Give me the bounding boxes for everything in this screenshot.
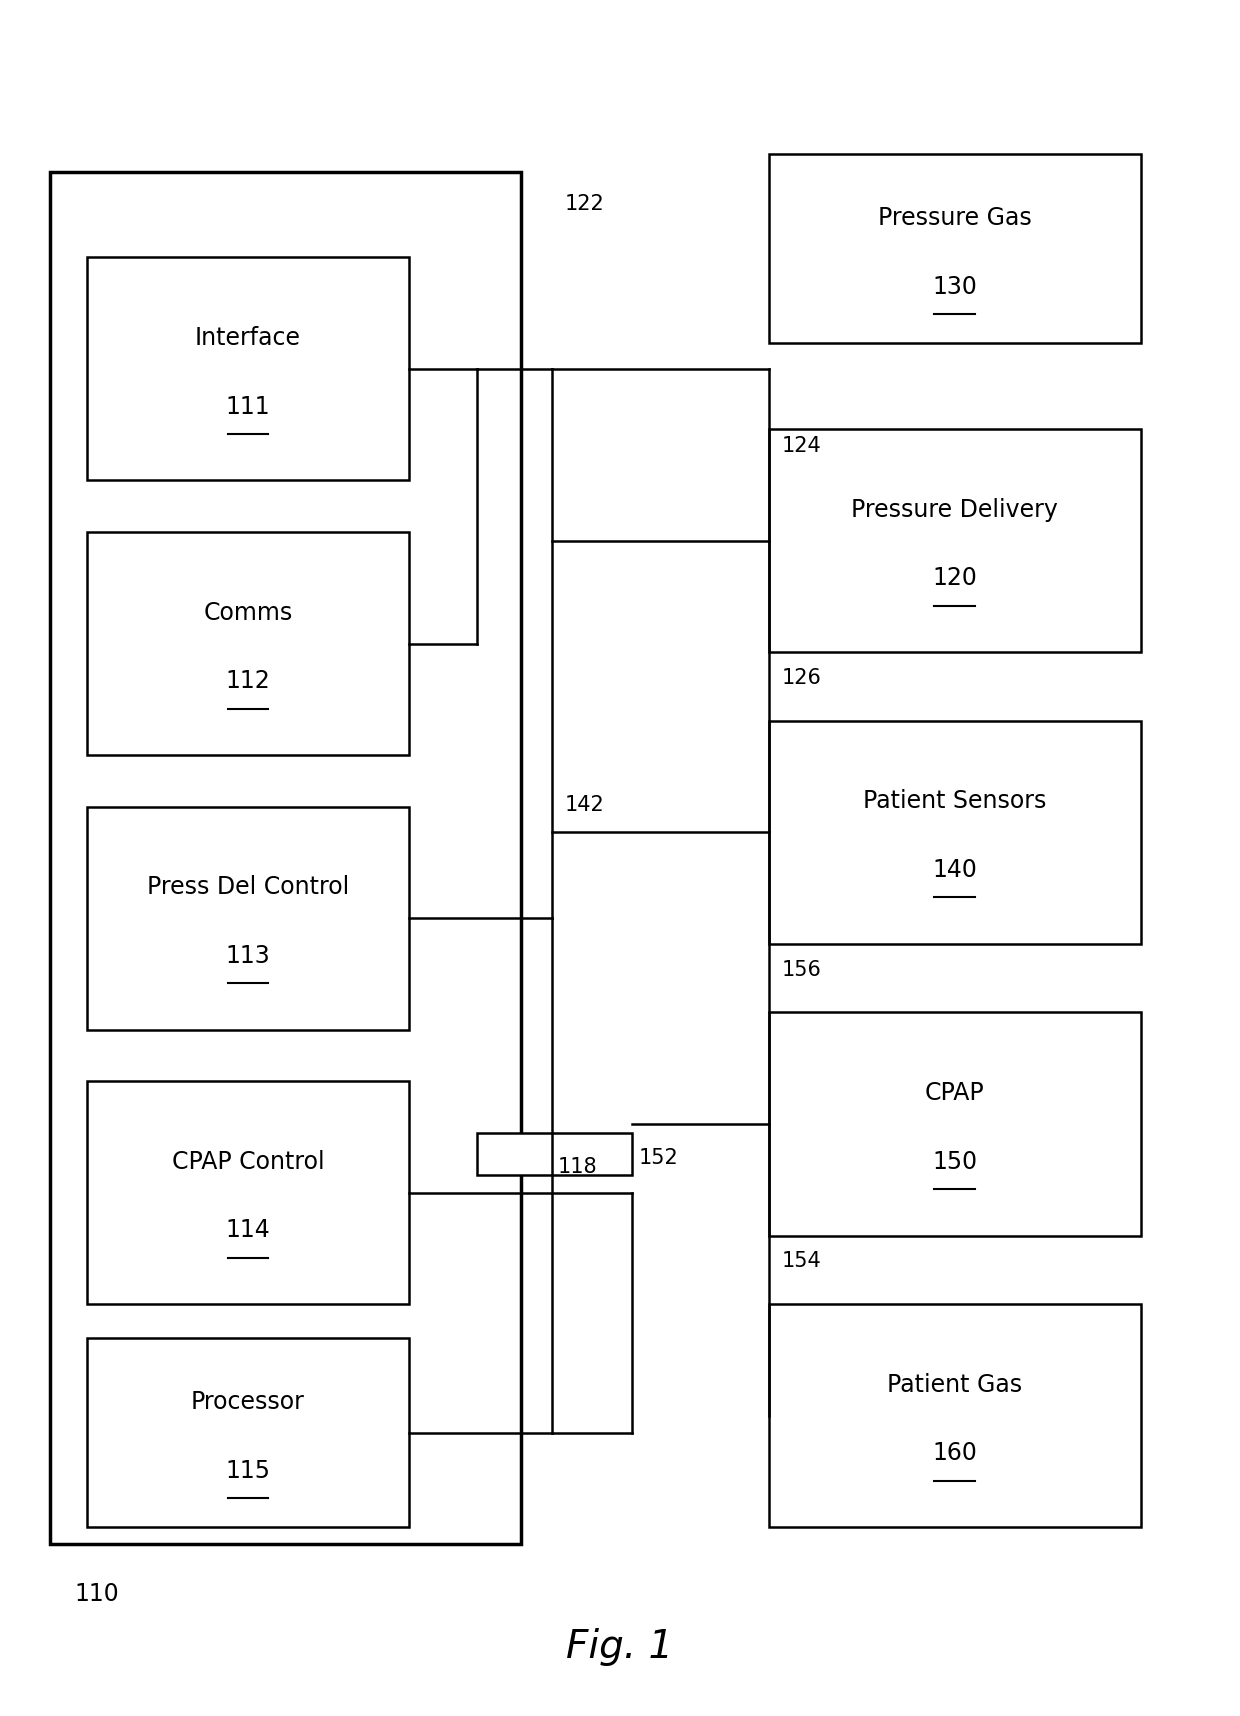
Text: 122: 122: [564, 194, 604, 214]
FancyBboxPatch shape: [769, 154, 1141, 343]
FancyBboxPatch shape: [87, 1081, 409, 1304]
Text: 110: 110: [74, 1582, 119, 1606]
FancyBboxPatch shape: [769, 1304, 1141, 1527]
Text: 114: 114: [226, 1218, 270, 1242]
Text: 124: 124: [781, 436, 821, 456]
Text: Patient Sensors: Patient Sensors: [863, 789, 1047, 813]
Text: 156: 156: [781, 959, 821, 980]
Text: 150: 150: [932, 1150, 977, 1174]
FancyBboxPatch shape: [87, 807, 409, 1030]
Text: Comms: Comms: [203, 601, 293, 625]
Text: 140: 140: [932, 858, 977, 882]
Text: 112: 112: [226, 669, 270, 693]
Text: 126: 126: [781, 668, 821, 688]
Text: Patient Gas: Patient Gas: [888, 1373, 1022, 1397]
Text: Pressure Delivery: Pressure Delivery: [852, 498, 1058, 522]
Text: 152: 152: [639, 1148, 678, 1169]
FancyBboxPatch shape: [87, 1338, 409, 1527]
Text: 142: 142: [564, 795, 604, 815]
Text: Interface: Interface: [195, 326, 301, 350]
Text: 160: 160: [932, 1441, 977, 1465]
FancyBboxPatch shape: [769, 429, 1141, 652]
Text: 118: 118: [558, 1157, 598, 1177]
Text: 120: 120: [932, 566, 977, 590]
FancyBboxPatch shape: [50, 172, 521, 1544]
Text: CPAP Control: CPAP Control: [171, 1150, 325, 1174]
Text: 111: 111: [226, 395, 270, 419]
Text: Processor: Processor: [191, 1390, 305, 1414]
Text: Press Del Control: Press Del Control: [146, 875, 350, 899]
FancyBboxPatch shape: [769, 721, 1141, 944]
Text: 113: 113: [226, 944, 270, 968]
FancyBboxPatch shape: [87, 532, 409, 755]
Text: 130: 130: [932, 275, 977, 299]
FancyBboxPatch shape: [477, 1133, 632, 1175]
Text: 115: 115: [226, 1459, 270, 1483]
Text: CPAP: CPAP: [925, 1081, 985, 1105]
Text: Fig. 1: Fig. 1: [567, 1628, 673, 1666]
Text: 154: 154: [781, 1251, 821, 1272]
FancyBboxPatch shape: [87, 257, 409, 480]
Text: Pressure Gas: Pressure Gas: [878, 206, 1032, 230]
FancyBboxPatch shape: [769, 1012, 1141, 1236]
